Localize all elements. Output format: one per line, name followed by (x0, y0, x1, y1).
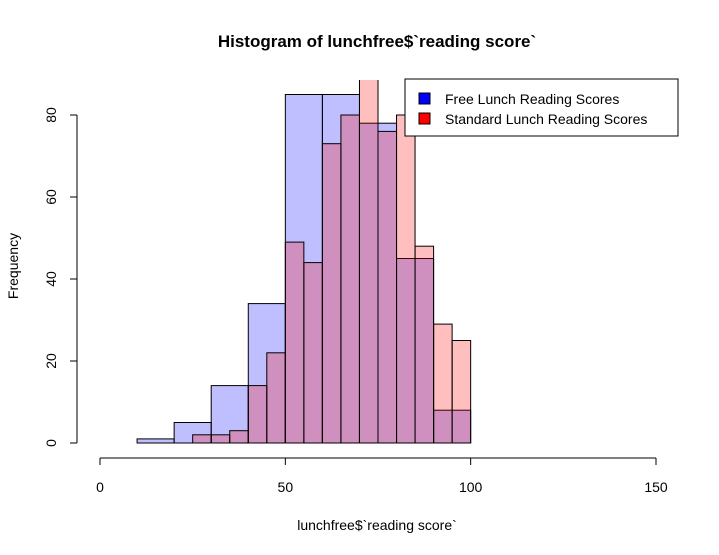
bars-layer (136, 80, 472, 444)
standard-lunch-bar-7 (321, 143, 342, 444)
standard-lunch-bar-9 (358, 80, 379, 444)
y-tick-label-60: 60 (43, 189, 59, 205)
x-axis: 0 50 100 150 (96, 457, 668, 495)
y-tick-label-40: 40 (43, 271, 59, 287)
standard-lunch-bar-12 (414, 245, 435, 444)
standard-lunch-bar-10 (377, 130, 398, 444)
standard-lunch-bar-3 (247, 385, 268, 444)
y-axis: 0 20 40 60 80 (43, 107, 78, 447)
standard-lunch-bar-4 (266, 352, 286, 444)
free-lunch-bar-0 (136, 438, 175, 444)
y-axis-label: Frequency (5, 233, 21, 299)
x-tick-label-150: 150 (644, 479, 668, 495)
y-tick-label-0: 0 (43, 439, 59, 447)
legend-box (404, 78, 679, 137)
x-tick-label-50: 50 (278, 479, 294, 495)
standard-lunch-bar-13 (433, 323, 453, 444)
legend-label-free-lunch: Free Lunch Reading Scores (445, 91, 619, 107)
standard-lunch-bar-8 (340, 114, 360, 444)
legend: Free Lunch Reading Scores Standard Lunch… (404, 78, 679, 137)
legend-swatch-free-lunch (418, 92, 431, 105)
legend-label-standard-lunch: Standard Lunch Reading Scores (445, 111, 647, 127)
y-tick-label-80: 80 (43, 107, 59, 123)
y-tick-label-20: 20 (43, 353, 59, 369)
standard-lunch-bar-11 (396, 114, 416, 444)
legend-swatch-standard-lunch (418, 112, 431, 125)
standard-lunch-bar-14 (451, 340, 472, 444)
chart-title: Histogram of lunchfree$`reading score` (218, 32, 536, 51)
standard-lunch-bar-1 (210, 434, 231, 444)
standard-lunch-bar-2 (229, 430, 249, 444)
x-tick-label-0: 0 (96, 479, 104, 495)
standard-lunch-bar-0 (192, 434, 212, 444)
standard-lunch-bar-5 (284, 241, 305, 444)
x-axis-label: lunchfree$`reading score` (297, 517, 457, 533)
series-standard-lunch (192, 80, 472, 444)
x-tick-label-100: 100 (459, 479, 483, 495)
standard-lunch-bar-6 (303, 262, 323, 444)
